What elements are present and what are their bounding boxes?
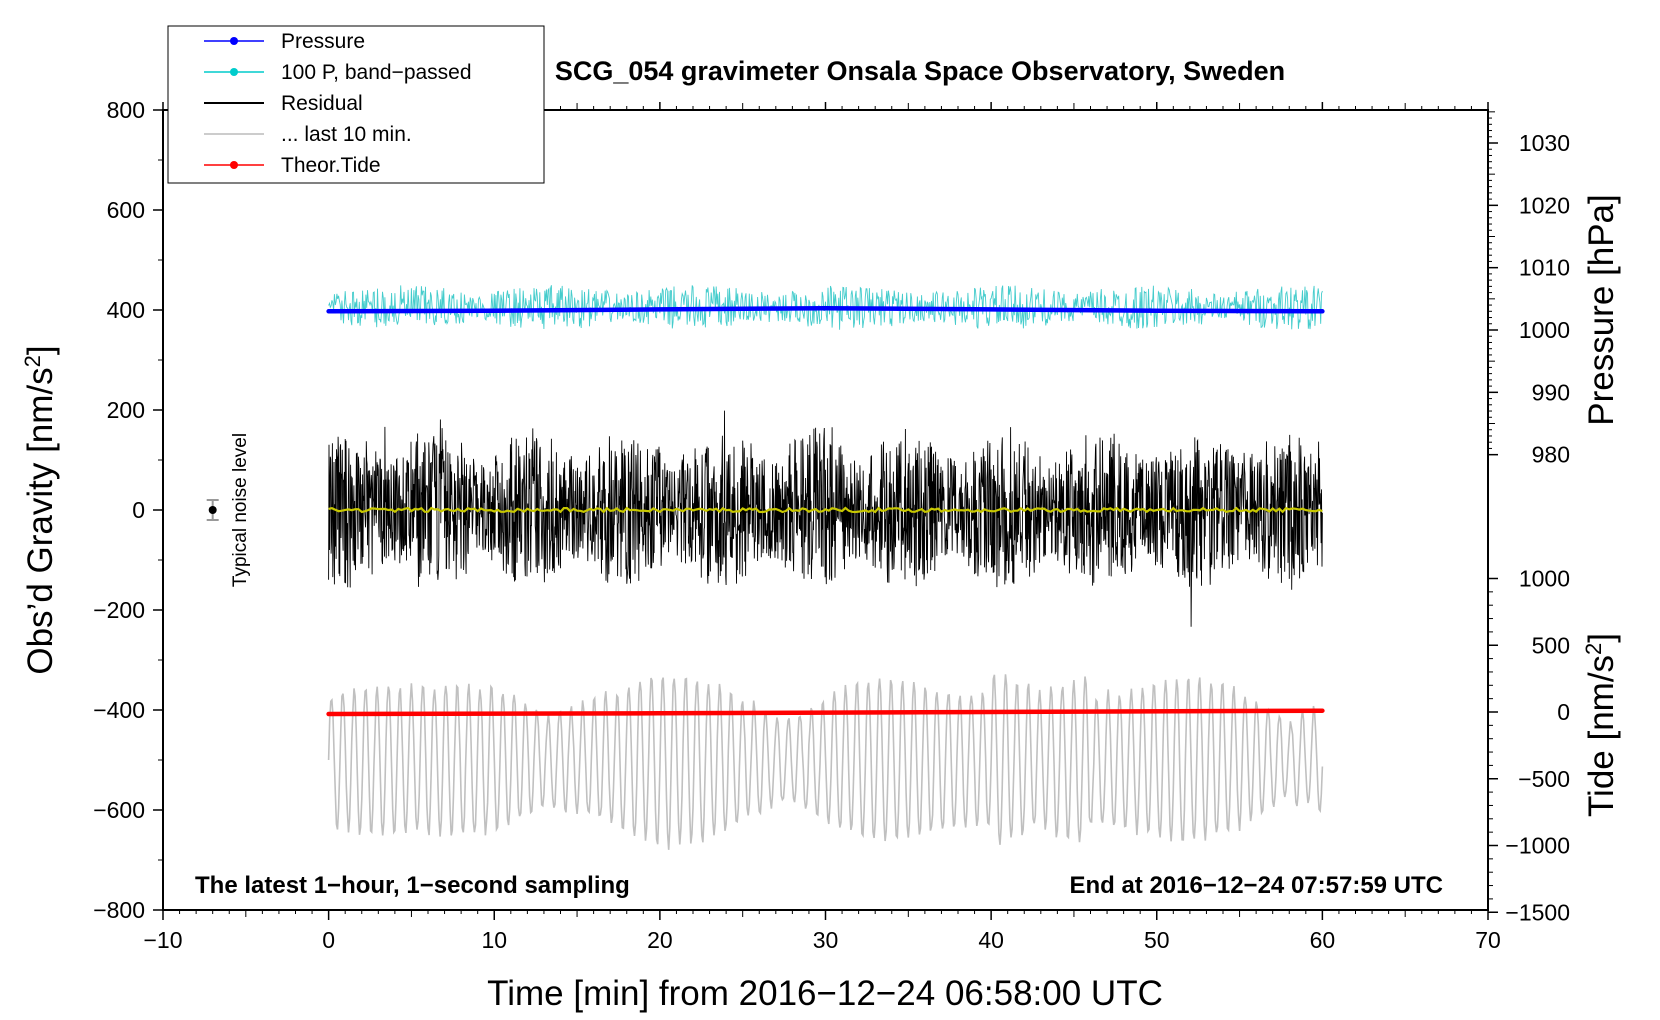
noise-level-label: Typical noise level <box>230 433 251 587</box>
plot-series <box>326 285 1325 850</box>
y-axis-left-label-main: Obs’d Gravity [nm/s <box>21 367 60 674</box>
pressure-tick-label: 1020 <box>1519 192 1570 218</box>
pressure-tick-label: 1010 <box>1519 255 1570 281</box>
y-axis-pressure-label: Pressure [hPa] <box>1582 194 1621 426</box>
series-bandpassed-pressure <box>328 285 1323 330</box>
y-left-tick-label: 800 <box>107 97 145 123</box>
annotation-bottom-right: End at 2016−12−24 07:57:59 UTC <box>1069 872 1443 899</box>
noise-point <box>208 506 217 514</box>
x-tick-label: 60 <box>1310 927 1336 953</box>
legend-label: ... last 10 min. <box>281 123 412 146</box>
tide-tick-label: −1500 <box>1505 899 1570 925</box>
legend-label: Theor.Tide <box>281 154 381 177</box>
tide-tick-label: −500 <box>1518 766 1570 792</box>
noise-level-marker <box>206 499 219 521</box>
y-axis-left-label-end: ] <box>21 345 60 355</box>
y-axis-left-label: Obs’d Gravity [nm/s2] <box>20 345 60 674</box>
series-last-10-min <box>327 674 1324 850</box>
y-left-tick-label: −200 <box>93 597 145 623</box>
x-tick-label: 0 <box>322 927 335 953</box>
y-left-tick-label: −600 <box>93 797 145 823</box>
series-pressure <box>326 305 1325 314</box>
y-left-tick-label: −400 <box>93 697 145 723</box>
y-left-tick-label: 0 <box>132 497 145 523</box>
y-axis-tide-label-end: ] <box>1582 633 1621 643</box>
y-axis-left-label-sup: 2 <box>20 355 45 367</box>
legend-box <box>167 25 545 184</box>
x-tick-label: 50 <box>1144 927 1170 953</box>
tide-tick-label: 500 <box>1532 632 1570 658</box>
y-axis-tide-label-sup: 2 <box>1581 643 1606 655</box>
legend: Pressure 100 P, band−passed Residual ... la… <box>167 25 545 184</box>
y-left-tick-label: 200 <box>107 397 145 423</box>
x-tick-label: 10 <box>481 927 507 953</box>
legend-label: Residual <box>281 92 363 115</box>
x-tick-label: −10 <box>143 927 182 953</box>
y-left-tick-label: 400 <box>107 297 145 323</box>
x-tick-label: 20 <box>647 927 673 953</box>
legend-swatch-marker <box>230 68 238 76</box>
x-tick-label: 30 <box>813 927 839 953</box>
legend-label: 100 P, band−passed <box>281 61 472 84</box>
chart-title: SCG_054 gravimeter Onsala Space Observat… <box>555 56 1285 86</box>
annotation-bottom-left: The latest 1−hour, 1−second sampling <box>195 872 630 899</box>
series-theoretical-tide <box>326 708 1325 717</box>
pressure-tick-label: 990 <box>1532 379 1570 405</box>
tide-tick-label: −1000 <box>1505 833 1570 859</box>
pressure-tick-label: 1000 <box>1519 317 1570 343</box>
tide-tick-label: 0 <box>1557 699 1570 725</box>
x-tick-label: 40 <box>978 927 1004 953</box>
y-left-tick-label: −800 <box>93 897 145 923</box>
y-axis-tide-label: Tide [nm/s2] <box>1581 633 1621 817</box>
x-axis-label: Time [min] from 2016−12−24 06:58:00 UTC <box>487 974 1163 1013</box>
pressure-tick-label: 980 <box>1532 442 1570 468</box>
series-residual-smoothed <box>328 506 1323 514</box>
series-residual <box>328 410 1323 627</box>
tide-tick-label: 1000 <box>1519 566 1570 592</box>
pressure-tick-label: 1030 <box>1519 130 1570 156</box>
y-left-tick-label: 600 <box>107 197 145 223</box>
legend-swatch-marker <box>230 37 238 45</box>
legend-swatch-marker <box>230 161 238 169</box>
y-axis-tide-label-main: Tide [nm/s <box>1582 655 1621 817</box>
x-tick-label: 70 <box>1475 927 1501 953</box>
axis-ticks: −10 0 10 20 30 40 50 60 708006004002000−200−400−… <box>93 97 1570 953</box>
legend-label: Pressure <box>281 30 365 53</box>
